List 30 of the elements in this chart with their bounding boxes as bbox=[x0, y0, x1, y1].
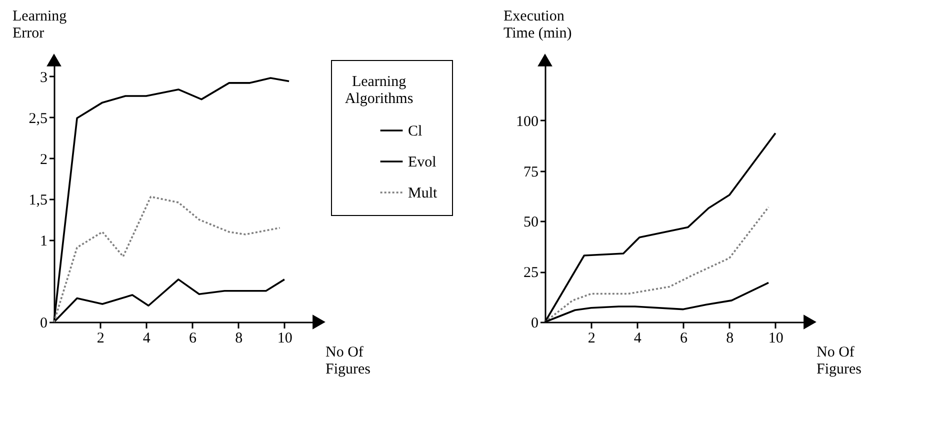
y-tick-label: 75 bbox=[524, 164, 538, 180]
y-tick-label: 50 bbox=[524, 214, 538, 231]
x-tick-label: 10 bbox=[277, 330, 292, 346]
y-tick-label: 1,5 bbox=[28, 192, 48, 209]
legend-label: Mult bbox=[408, 186, 438, 202]
legend-label: Evol bbox=[408, 154, 436, 170]
y-tick-label: 3 bbox=[40, 70, 48, 86]
y-tick-label: 2 bbox=[40, 152, 48, 168]
legend-label: Cl bbox=[408, 124, 422, 140]
x-tick-label: 4 bbox=[634, 330, 642, 346]
x-tick-label: 2 bbox=[588, 330, 596, 346]
y-tick-label: 0 bbox=[531, 316, 538, 332]
x-tick-label: 8 bbox=[726, 330, 734, 346]
y-tick-label: 25 bbox=[524, 265, 538, 282]
y-tick-label: 0 bbox=[40, 316, 48, 332]
y-tick-label: 1 bbox=[40, 234, 48, 250]
y-tick-label: 2,5 bbox=[28, 110, 48, 127]
x-tick-label: 6 bbox=[680, 330, 688, 346]
x-tick-label: 10 bbox=[768, 330, 784, 346]
x-axis-title: No Of Figures bbox=[326, 344, 371, 378]
line-series bbox=[53, 196, 281, 323]
x-tick-label: 8 bbox=[235, 330, 243, 346]
x-tick-label: 4 bbox=[142, 330, 151, 346]
y-axis-title: Execution Time (min) bbox=[504, 8, 572, 42]
x-tick-label: 2 bbox=[96, 330, 104, 346]
x-axis-title: No Of Figures bbox=[816, 344, 862, 378]
y-axis-title: Learning Error bbox=[12, 8, 68, 42]
legend-title: Learning Algorithms bbox=[344, 74, 414, 107]
x-tick-label: 6 bbox=[189, 330, 198, 346]
y-tick-label: 100 bbox=[516, 114, 538, 130]
